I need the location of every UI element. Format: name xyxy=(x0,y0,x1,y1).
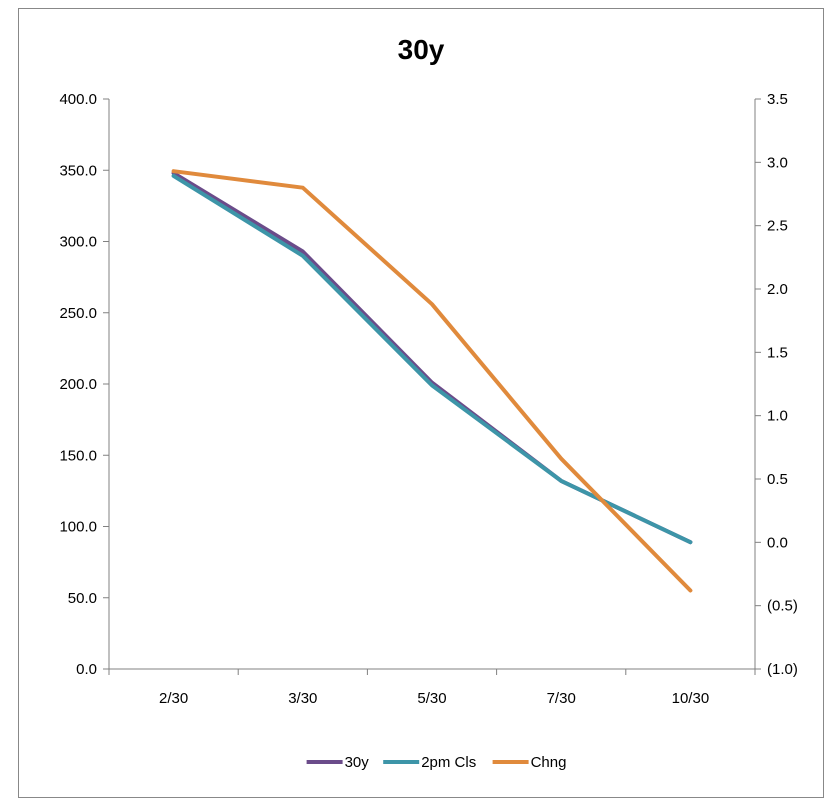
right-tick-label: 3.5 xyxy=(767,91,788,108)
legend-item: Chng xyxy=(492,754,567,771)
legend-item: 2pm Cls xyxy=(383,754,476,771)
right-tick-label: (0.5) xyxy=(767,598,798,615)
left-tick-label: 350.0 xyxy=(59,162,97,179)
left-tick-label: 100.0 xyxy=(59,519,97,536)
left-tick-label: 400.0 xyxy=(59,91,97,108)
series-line-chng xyxy=(171,169,693,593)
legend-label: 2pm Cls xyxy=(421,754,476,771)
right-tick-label: 2.5 xyxy=(767,218,788,235)
right-tick-label: 0.5 xyxy=(767,471,788,488)
legend-label: 30y xyxy=(345,754,370,771)
left-tick-label: 0.0 xyxy=(76,661,97,678)
x-tick-label: 10/30 xyxy=(672,690,710,707)
legend: 30y 2pm Cls Chng xyxy=(306,754,567,771)
chart-frame: 30y 0.0 50.0 100.0 150.0 200.0 250.0 300.0 350.… xyxy=(18,8,824,798)
x-axis: 2/30 3/30 5/30 7/30 10/30 xyxy=(108,668,756,707)
series-line-30y xyxy=(171,171,693,545)
series-layer xyxy=(171,169,693,593)
x-tick-label: 7/30 xyxy=(547,690,576,707)
legend-label: Chng xyxy=(531,754,567,771)
left-tick-label: 150.0 xyxy=(59,447,97,464)
x-tick-label: 5/30 xyxy=(417,690,446,707)
right-tick-label: (1.0) xyxy=(767,661,798,678)
right-tick-label: 2.0 xyxy=(767,281,788,298)
x-tick-label: 3/30 xyxy=(288,690,317,707)
right-tick-label: 1.5 xyxy=(767,344,788,361)
legend-item: 30y xyxy=(306,754,370,771)
x-tick-label: 2/30 xyxy=(159,690,188,707)
left-tick-label: 300.0 xyxy=(59,234,97,251)
series-line-2pm-cls xyxy=(171,173,693,545)
left-tick-label: 250.0 xyxy=(59,305,97,322)
chart-title: 30y xyxy=(398,34,445,65)
left-axis: 0.0 50.0 100.0 150.0 200.0 250.0 300.0 350.0 400… xyxy=(59,91,110,678)
chart-svg: 30y 0.0 50.0 100.0 150.0 200.0 250.0 300.0 350.… xyxy=(59,34,798,771)
right-tick-label: 0.0 xyxy=(767,534,788,551)
right-tick-label: 3.0 xyxy=(767,154,788,171)
right-tick-label: 1.0 xyxy=(767,408,788,425)
left-tick-label: 50.0 xyxy=(68,590,97,607)
left-tick-label: 200.0 xyxy=(59,376,97,393)
right-axis: (1.0) (0.5) 0.0 0.5 1.0 1.5 2.0 2.5 3.0 3.5 xyxy=(754,91,798,678)
